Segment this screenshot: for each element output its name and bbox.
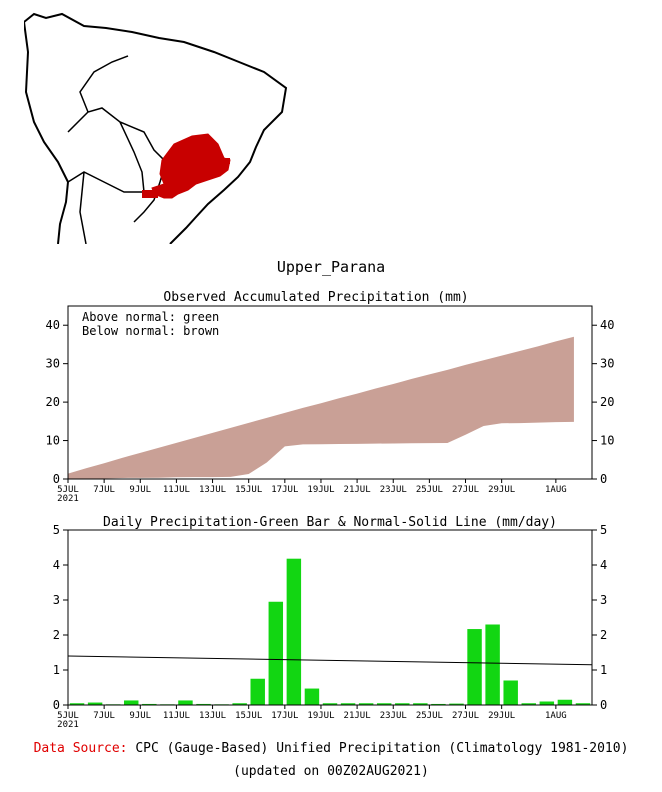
daily-bar — [286, 558, 302, 705]
daily-bar — [69, 703, 85, 705]
daily-bar — [142, 703, 157, 705]
x-tick-label: 9JUL — [129, 485, 151, 495]
y-tick-label-right: 2 — [600, 628, 607, 642]
accumulated-chart-frame — [67, 305, 593, 480]
basin-tail — [142, 190, 158, 198]
x-tick-label: 29JUL — [488, 711, 515, 721]
daily-bar — [322, 703, 338, 705]
x-tick-label: 23JUL — [380, 711, 407, 721]
x-tick-label: 23JUL — [380, 485, 407, 495]
y-tick-label-left: 3 — [53, 593, 60, 607]
daily-bar — [521, 703, 536, 705]
daily-bar — [503, 680, 518, 705]
region-locator-map — [24, 12, 289, 244]
x-tick-label: 7JUL — [93, 711, 115, 721]
x-tick-label: 1AUG — [545, 711, 567, 721]
x-tick-label: 13JUL — [199, 485, 226, 495]
daily-bar — [358, 703, 374, 705]
x-tick-label: 19JUL — [307, 711, 334, 721]
y-tick-label-left: 10 — [46, 434, 60, 448]
daily-bar — [485, 624, 500, 705]
upper-parana-basin — [151, 133, 231, 199]
daily-bar — [467, 629, 482, 705]
daily-bar — [413, 703, 428, 705]
y-tick-label-left: 5 — [53, 523, 60, 537]
region-title: Upper_Parana — [276, 258, 386, 276]
x-tick-label: 11JUL — [163, 711, 190, 721]
y-tick-label-right: 40 — [600, 318, 614, 332]
daily-bar — [557, 699, 573, 705]
x-tick-label: 5JUL — [57, 711, 79, 721]
x-tick-label: 15JUL — [235, 485, 262, 495]
daily-chart-frame — [67, 529, 593, 706]
updated-line: (updated on 00Z02AUG2021) — [233, 764, 429, 779]
x-tick-label: 15JUL — [235, 711, 262, 721]
x-tick-year: 2021 — [57, 494, 79, 504]
basin-east — [220, 158, 230, 164]
x-tick-label: 27JUL — [452, 711, 479, 721]
x-tick-label: 29JUL — [488, 485, 515, 495]
daily-bar — [250, 678, 265, 705]
y-tick-label-right: 5 — [600, 523, 607, 537]
daily-bar — [196, 703, 211, 705]
daily-chart-title: Daily Precipitation-Green Bar & Normal-S… — [103, 515, 557, 530]
y-tick-label-left: 0 — [53, 472, 60, 486]
below-normal-area — [68, 336, 574, 479]
legend-below-normal: Below normal: brown — [82, 324, 219, 338]
daily-bar — [539, 701, 555, 705]
x-tick-label: 13JUL — [199, 711, 226, 721]
y-tick-label-right: 4 — [600, 558, 607, 572]
accumulated-chart-title: Observed Accumulated Precipitation (mm) — [163, 290, 468, 305]
daily-bar — [575, 703, 591, 705]
x-tick-label: 1AUG — [545, 485, 567, 495]
y-tick-label-right: 0 — [600, 698, 607, 712]
y-tick-label-left: 4 — [53, 558, 60, 572]
y-tick-label-right: 30 — [600, 357, 614, 371]
x-tick-label: 21JUL — [344, 711, 371, 721]
coastline-north — [24, 12, 288, 244]
x-tick-label: 21JUL — [344, 485, 371, 495]
y-tick-label-left: 0 — [53, 698, 60, 712]
normal-line — [67, 655, 593, 666]
x-tick-label: 5JUL — [57, 485, 79, 495]
data-source-label: Data Source: — [33, 741, 128, 756]
daily-bar — [87, 702, 103, 705]
x-tick-label: 7JUL — [93, 485, 115, 495]
daily-bar — [268, 601, 284, 705]
x-tick-year: 2021 — [57, 720, 79, 730]
data-source-text: CPC (Gauge-Based) Unified Precipitation … — [135, 741, 629, 756]
y-tick-label-left: 40 — [46, 318, 60, 332]
y-tick-label-left: 2 — [53, 628, 60, 642]
x-tick-label: 25JUL — [416, 485, 443, 495]
y-tick-label-left: 30 — [46, 357, 60, 371]
x-tick-label: 11JUL — [163, 485, 190, 495]
x-tick-label: 9JUL — [129, 711, 151, 721]
x-tick-label: 19JUL — [307, 485, 334, 495]
x-tick-label: 27JUL — [452, 485, 479, 495]
daily-bar — [232, 703, 247, 705]
y-tick-label-right: 3 — [600, 593, 607, 607]
legend-above-normal: Above normal: green — [82, 310, 219, 324]
daily-bar — [340, 703, 356, 705]
x-tick-label: 25JUL — [416, 711, 443, 721]
daily-bar — [304, 688, 320, 705]
daily-bar — [178, 700, 193, 705]
x-tick-label: 17JUL — [271, 485, 298, 495]
daily-bar — [449, 703, 464, 705]
coastline-west — [24, 21, 70, 244]
y-tick-label-right: 20 — [600, 395, 614, 409]
x-tick-label: 17JUL — [271, 711, 298, 721]
daily-bar — [124, 700, 139, 705]
daily-bar — [431, 703, 446, 705]
border-lines — [67, 55, 205, 244]
y-tick-label-right: 10 — [600, 434, 614, 448]
y-tick-label-left: 20 — [46, 395, 60, 409]
y-tick-label-right: 1 — [600, 663, 607, 677]
y-tick-label-right: 0 — [600, 472, 607, 486]
y-tick-label-left: 1 — [53, 663, 60, 677]
daily-bar — [395, 703, 410, 705]
data-source-line: Data Source: CPC (Gauge-Based) Unified P… — [0, 741, 662, 756]
daily-bar — [376, 703, 392, 705]
